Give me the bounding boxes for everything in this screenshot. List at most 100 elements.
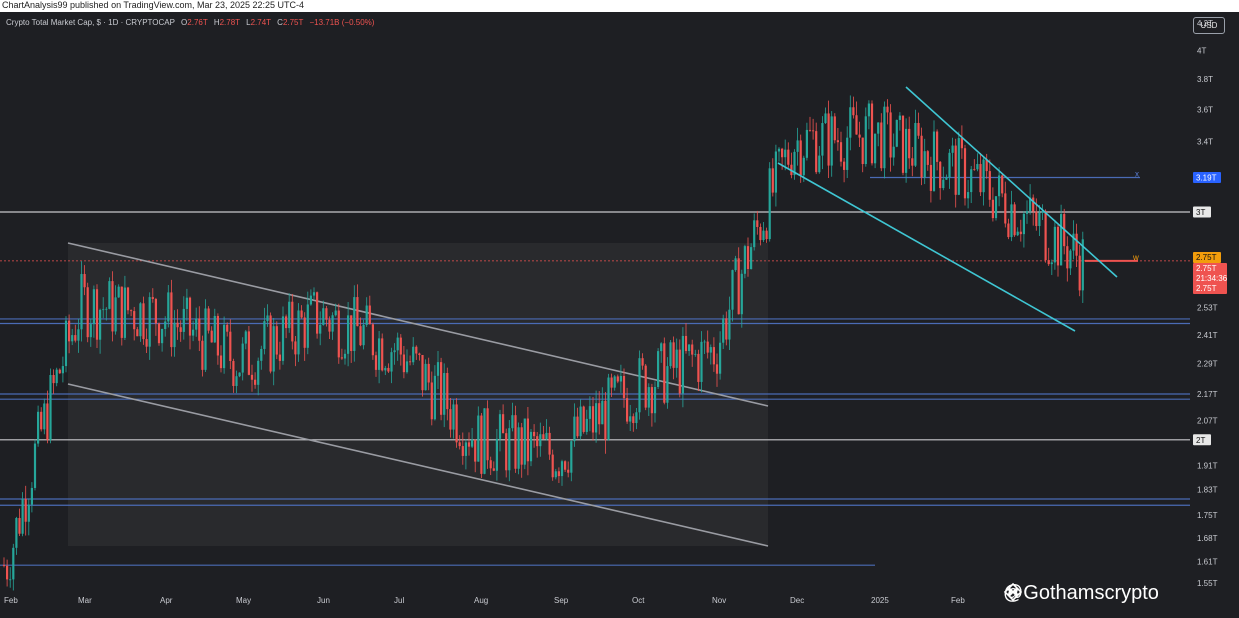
candle-body (117, 286, 120, 298)
candle-body (508, 428, 511, 471)
current-tag-label: 2.75T (1196, 253, 1217, 262)
candle-body (179, 327, 182, 332)
candle-body (133, 311, 136, 330)
candle-body (247, 331, 250, 375)
candle-body (185, 297, 188, 309)
candle-body (536, 436, 539, 447)
candle-body (719, 342, 722, 374)
candle-body (89, 324, 92, 338)
candle-body (681, 335, 684, 394)
candle-body (1010, 204, 1013, 238)
candle-body (204, 308, 207, 370)
candle-body (579, 406, 582, 437)
watermark: @Gothamscrypto (1003, 582, 1159, 605)
candle-body (737, 258, 740, 315)
candle-body (808, 129, 812, 131)
candle-body (827, 113, 830, 166)
candle-body (164, 321, 167, 329)
candle-body (254, 379, 257, 385)
candle-body (954, 145, 957, 195)
y-tick-label: 2.53T (1197, 304, 1218, 313)
candle-body (192, 329, 195, 336)
candle-body (241, 343, 244, 373)
x-tick-label: 2025 (871, 596, 889, 605)
currency-button[interactable]: USD (1193, 17, 1225, 34)
candle-body (27, 504, 30, 522)
watermark-text: @Gothamscrypto (1003, 582, 1159, 604)
candle-body (297, 310, 300, 355)
candle-body (356, 297, 359, 327)
wedge-lower-line (777, 162, 1076, 332)
candle-body (548, 432, 551, 455)
candle-body (1013, 204, 1016, 236)
candle-body (353, 297, 356, 351)
candle-body (1004, 193, 1007, 224)
candle-body (985, 159, 988, 172)
candle-body (309, 295, 312, 305)
candle-body (1078, 255, 1081, 291)
candle-body (6, 565, 9, 580)
countdown-label: 21:34:36 (1196, 274, 1228, 283)
candle-body (911, 158, 914, 166)
wedge-upper-line (905, 86, 1118, 278)
candle-body (350, 315, 353, 351)
candle-body (784, 149, 787, 158)
candle-body (573, 416, 576, 442)
y-tick-label: 1.75T (1197, 511, 1218, 520)
candle-body (471, 439, 474, 447)
candles (2, 95, 1084, 591)
candle-body (554, 471, 557, 478)
candle-body (288, 301, 291, 329)
y-tick-label: 4.2T (1197, 19, 1213, 28)
candle-body (1041, 210, 1044, 213)
candle-body (464, 442, 467, 456)
candle-body (102, 309, 105, 311)
y-tick-label: 1.55T (1197, 579, 1218, 588)
candle-body (337, 310, 340, 358)
chart-area[interactable]: x w 4.2T 4T 3.8T 3.6T 3.4T 2.53T 2.41T 2.29T 2.17T… (0, 12, 1239, 618)
candle-body (765, 230, 768, 240)
candle-body (883, 106, 886, 169)
candle-body (161, 328, 164, 344)
candle-body (567, 469, 570, 473)
candle-body (390, 352, 393, 372)
candle-body (805, 129, 808, 158)
candle-body (238, 372, 241, 377)
candle-body (2, 565, 6, 566)
candle-body (750, 247, 753, 270)
candle-body (1053, 226, 1056, 263)
candle-body (443, 373, 446, 415)
candle-body (926, 151, 929, 165)
candle-body (495, 438, 498, 471)
legend-close-label: C (277, 18, 283, 27)
candle-body (963, 148, 967, 199)
candle-body (492, 468, 495, 471)
candle-body (328, 319, 331, 332)
candle-body (343, 353, 347, 359)
candle-body (638, 358, 641, 413)
candle-body (145, 339, 148, 347)
candle-body (756, 220, 759, 227)
candle-body (30, 487, 33, 505)
candle-body (334, 310, 337, 316)
candle-body (917, 123, 920, 136)
candle-body (502, 414, 505, 434)
candle-body (229, 331, 232, 362)
candle-body (824, 113, 827, 124)
candle-body (157, 323, 161, 344)
candle-body (712, 347, 715, 365)
y-tick-label: 1.61T (1197, 558, 1218, 567)
candle-body (1001, 175, 1004, 194)
candle-body (498, 414, 502, 439)
level-label: x (1135, 170, 1139, 179)
legend-low: 2.74T (250, 18, 271, 27)
candle-body (895, 119, 898, 147)
price-chart[interactable]: x w 4.2T 4T 3.8T 3.6T 3.4T 2.53T 2.41T 2.29T 2.17T… (0, 12, 1239, 618)
candle-body (331, 315, 334, 332)
candle-body (325, 308, 328, 320)
candle-body (52, 375, 55, 384)
candle-body (33, 443, 37, 488)
candle-body (960, 138, 963, 149)
candle-body (365, 305, 368, 325)
candle-body (582, 406, 585, 432)
